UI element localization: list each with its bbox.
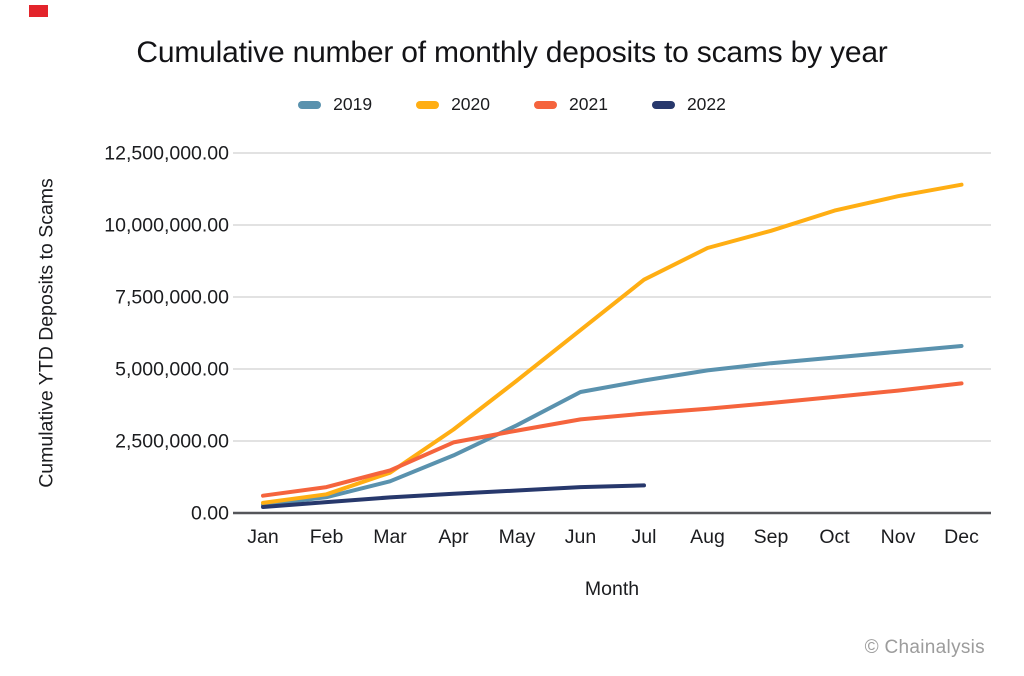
- x-tick-label: Apr: [438, 526, 469, 548]
- x-tick-label: Nov: [881, 526, 916, 548]
- legend-item-2019: 2019: [298, 94, 372, 115]
- series-line-2022: [261, 483, 646, 509]
- y-tick-label: 7,500,000.00: [115, 287, 229, 309]
- legend-item-2020: 2020: [416, 94, 490, 115]
- legend-label: 2020: [451, 94, 490, 114]
- legend-item-2021: 2021: [534, 94, 608, 115]
- x-axis-title: Month: [584, 578, 640, 600]
- x-tick-label: Aug: [690, 526, 725, 548]
- legend-swatch-2020: [416, 100, 440, 109]
- legend-swatch-2019: [298, 100, 322, 109]
- red-marker: [29, 5, 48, 17]
- legend-label: 2022: [686, 94, 726, 114]
- legend-label: 2021: [569, 94, 608, 114]
- x-tick-label: Jan: [247, 526, 278, 548]
- legend: 2019 2020 2021 2022: [0, 94, 1024, 115]
- x-tick-label: Sep: [754, 526, 789, 548]
- series-line-2020: [261, 182, 964, 505]
- x-tick-label: Jun: [565, 526, 596, 548]
- copyright-watermark: © Chainalysis: [864, 637, 985, 658]
- series-line-2021: [261, 381, 964, 498]
- legend-swatch-2022: [651, 100, 675, 109]
- y-tick-label: 12,500,000.00: [104, 143, 229, 165]
- chart-title: Cumulative number of monthly deposits to…: [136, 36, 888, 69]
- x-tick-label: Oct: [819, 526, 850, 548]
- y-tick-label: 5,000,000.00: [115, 359, 229, 381]
- x-tick-label: Dec: [944, 526, 979, 548]
- y-tick-label: 2,500,000.00: [115, 431, 229, 453]
- series-line-2019: [261, 344, 964, 507]
- y-tick-label: 10,000,000.00: [104, 215, 229, 237]
- legend-label: 2019: [333, 94, 373, 114]
- x-tick-label: Jul: [632, 526, 657, 548]
- x-tick-label: Mar: [373, 526, 407, 548]
- legend-swatch-2021: [534, 100, 557, 109]
- x-tick-label: May: [499, 526, 536, 548]
- y-tick-label: 0.00: [191, 503, 229, 525]
- legend-item-2022: 2022: [651, 94, 726, 115]
- x-tick-label: Feb: [310, 526, 344, 548]
